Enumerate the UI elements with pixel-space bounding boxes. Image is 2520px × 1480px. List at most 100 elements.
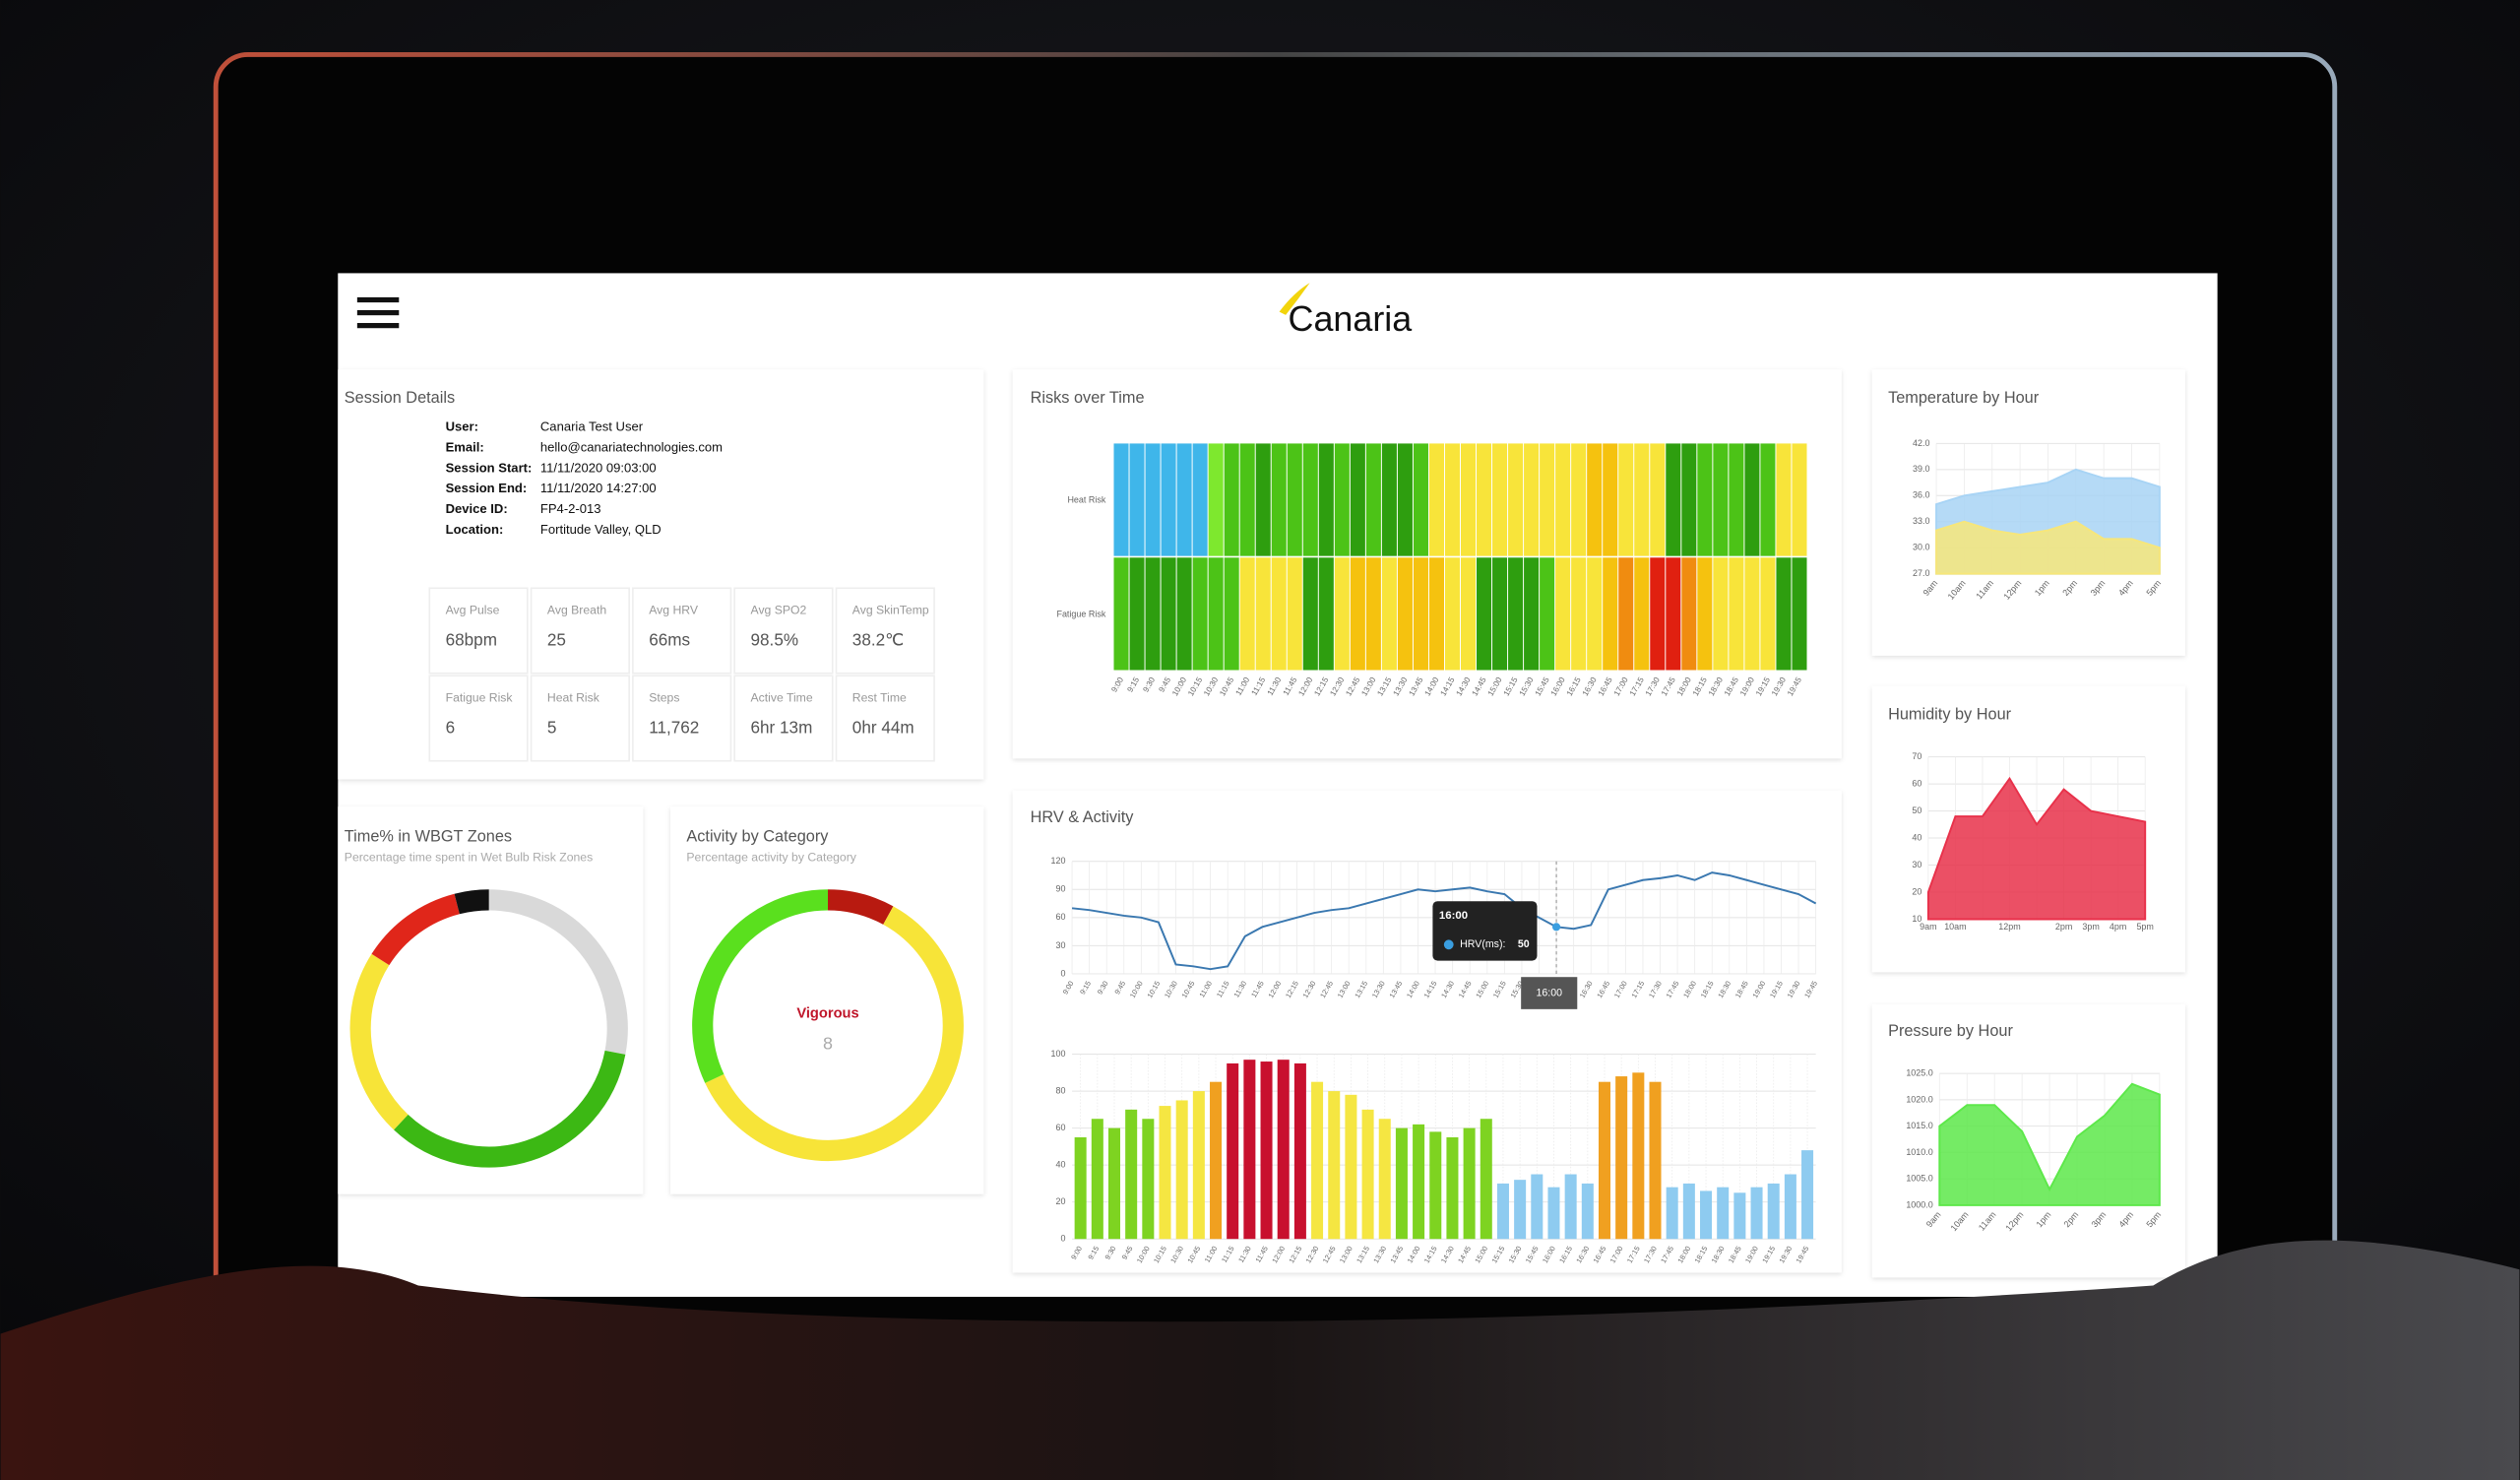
content: Session Details User: Canaria Test User Ema… [345,389,2163,1264]
heat-cell [1428,443,1444,556]
y-tick-label: 30.0 [1913,543,1929,552]
heat-cell [1287,557,1302,671]
heat-cell [1350,443,1365,556]
heat-cell [1540,443,1555,556]
y-tick-label: 1005.0 [1906,1174,1932,1184]
tooltip-label: HRV(ms): [1460,938,1505,950]
y-tick-label: 60 [1056,912,1066,922]
stat-label: Avg SkinTemp [852,603,929,616]
card-subtitle: Percentage activity by Category [686,851,856,865]
heat-cell [1540,557,1555,671]
heat-cell [1792,443,1807,556]
heat-cell [1413,557,1428,671]
heat-cell [1334,443,1350,556]
heat-cell [1555,557,1571,671]
bar [1581,1183,1594,1240]
field-value: Fortitude Valley, QLD [540,522,662,537]
heat-cell [1524,557,1540,671]
heat-cell [1161,557,1176,671]
bar [1345,1094,1357,1240]
stat-value: 0hr 44m [852,718,914,738]
heat-cell [1697,443,1713,556]
hrv-line [1071,871,1817,971]
y-tick-label: 36.0 [1913,490,1929,500]
heat-cell [1729,557,1744,671]
tooltip-value: 50 [1518,938,1530,950]
heat-cell [1413,443,1428,556]
stat-label: Avg Breath [547,603,606,616]
heat-cell [1792,557,1807,671]
menu-bar [356,323,400,329]
stat-label: Avg SPO2 [751,603,807,616]
stat-cell [530,675,630,762]
bar [1395,1127,1408,1240]
bar [1733,1192,1746,1240]
y-tick-label: 27.0 [1913,568,1929,578]
stat-label: Avg Pulse [446,603,500,616]
bar [1210,1081,1223,1240]
heat-cell [1666,443,1681,556]
heat-cell [1397,557,1413,671]
bar [1446,1136,1459,1240]
bar [1801,1150,1814,1240]
heat-cell [1113,557,1129,671]
donut-segment [454,889,489,915]
stat-cell [428,587,529,675]
heat-cell [1587,557,1603,671]
heat-cell [1618,557,1634,671]
bar [1564,1174,1577,1240]
stat-cell [428,675,529,762]
heat-cell [1603,557,1618,671]
heat-cell [1713,557,1729,671]
heat-cell [1129,443,1145,556]
bar [1413,1124,1425,1240]
bar [1463,1127,1476,1240]
heat-cell [1776,443,1792,556]
bar [1328,1091,1341,1240]
heat-cell [1444,443,1461,556]
heat-cell [1255,443,1271,556]
bar [1615,1076,1628,1240]
heat-cell [1271,557,1287,671]
logo-mark [1279,283,1310,315]
stat-cell [632,587,732,675]
heat-cell [1428,557,1444,671]
y-tick-label: 100 [1051,1049,1066,1059]
heat-cell [1744,557,1760,671]
stat-value: 25 [547,630,566,650]
heat-cell [1161,443,1176,556]
stat-value: 98.5% [751,630,799,650]
y-tick-label: 39.0 [1913,464,1929,474]
x-tick-label: 2pm [2055,922,2072,932]
heat-cell [1524,443,1540,556]
y-tick-label: 10 [1912,914,1922,924]
x-tick-label: 9am [1920,922,1936,932]
bar [1311,1081,1324,1240]
stat-cell [733,675,834,762]
heat-cell [1681,443,1697,556]
bar [1074,1136,1087,1240]
y-tick-label: 1025.0 [1906,1067,1932,1077]
menu-button[interactable] [356,296,400,329]
stat-label: Steps [649,690,679,704]
heat-cell [1113,443,1129,556]
heat-cell [1145,557,1161,671]
bar [1666,1187,1678,1240]
y-tick-label: 42.0 [1913,438,1929,448]
heat-cell [1587,443,1603,556]
y-tick-label: 70 [1912,751,1922,761]
heat-cell [1729,443,1744,556]
center-label: Vigorous [796,1006,858,1022]
heat-cell [1555,443,1571,556]
area [1938,1082,2161,1206]
field-value: 11/11/2020 14:27:00 [540,481,657,495]
bar [1361,1109,1374,1240]
card-title: Risks over Time [1031,389,1145,407]
card-title: Pressure by Hour [1888,1022,2013,1040]
heat-cell [1634,443,1650,556]
stat-value: 68bpm [446,630,497,650]
heat-cell [1477,443,1492,556]
field-value: FP4-2-013 [540,501,601,516]
card [670,806,984,1194]
stat-label: Heat Risk [547,690,600,704]
